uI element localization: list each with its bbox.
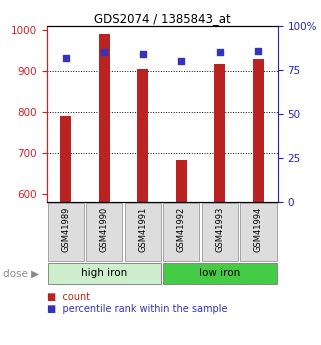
Point [217,50,222,55]
Bar [176,160,187,202]
Bar [48,203,84,261]
Bar [137,69,148,202]
Bar [214,63,225,202]
Text: low iron: low iron [199,268,240,278]
Text: ■  count: ■ count [47,292,90,302]
Point [140,51,145,57]
Text: ■  percentile rank within the sample: ■ percentile rank within the sample [47,304,227,314]
Point [63,55,68,60]
Text: GSM41992: GSM41992 [177,207,186,252]
Text: dose ▶: dose ▶ [3,268,39,278]
Text: GSM41989: GSM41989 [61,207,70,252]
Text: high iron: high iron [81,268,127,278]
Bar [125,203,161,261]
Point [102,50,107,55]
Point [256,48,261,53]
Text: GSM41994: GSM41994 [254,207,263,252]
Bar [253,59,264,202]
Bar [163,263,276,284]
Bar [60,116,71,202]
Bar [202,203,238,261]
Text: GSM41993: GSM41993 [215,207,224,252]
Point [179,58,184,64]
Bar [240,203,276,261]
Bar [99,34,110,202]
Bar [48,263,161,284]
Text: GSM41991: GSM41991 [138,207,147,252]
Bar [163,203,199,261]
Bar [86,203,122,261]
Text: GSM41990: GSM41990 [100,207,109,252]
Title: GDS2074 / 1385843_at: GDS2074 / 1385843_at [94,12,230,25]
